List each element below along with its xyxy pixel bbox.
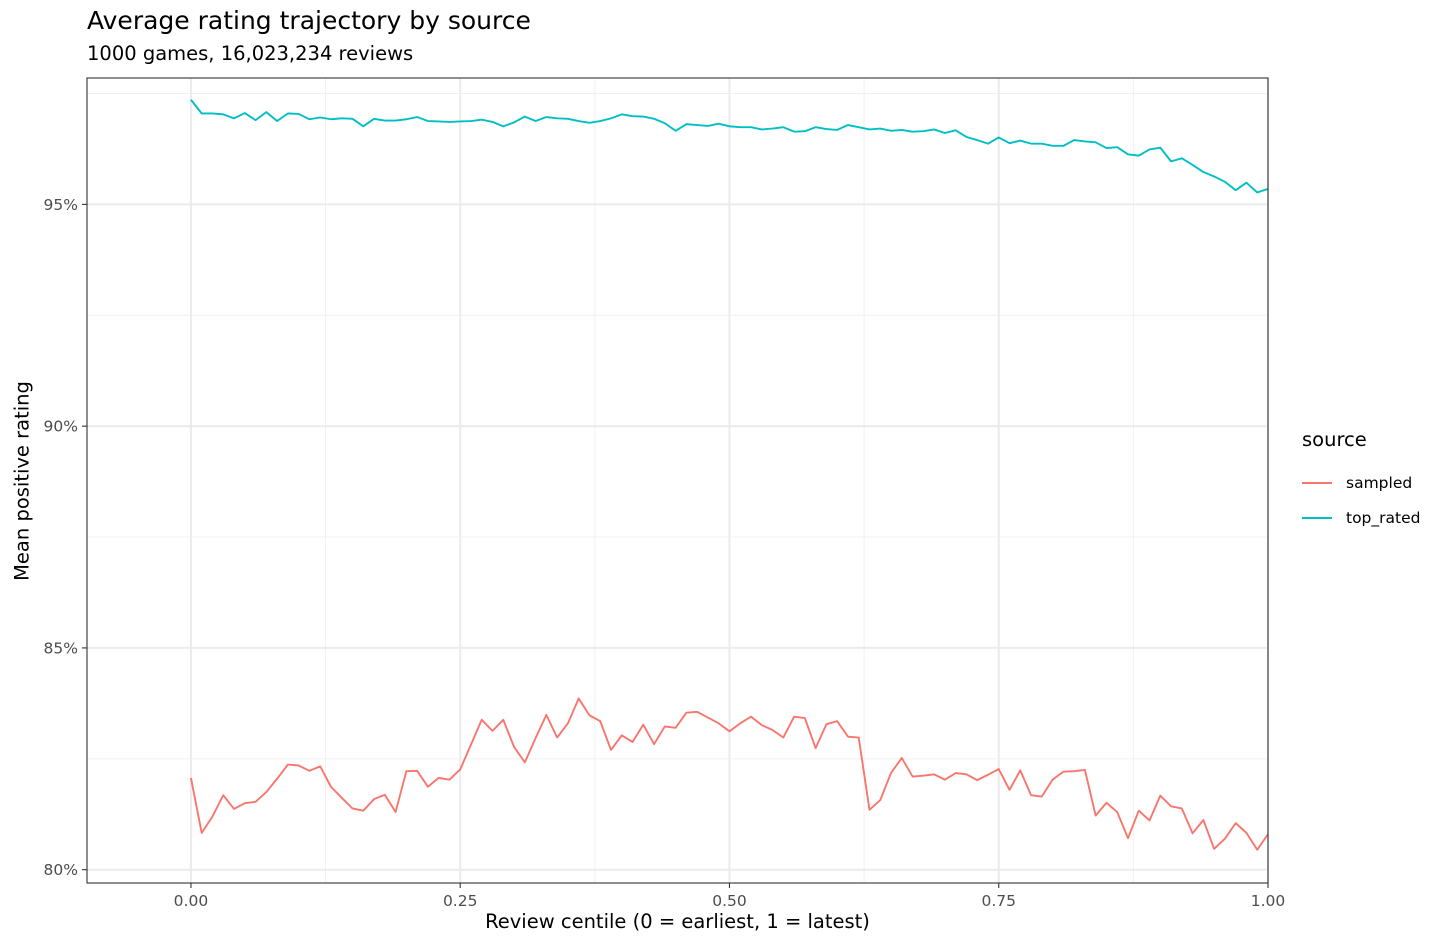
series-line-top-rated (190, 99, 1269, 194)
tick-labels: 0.00 0.25 0.50 0.75 1.00 80% 85% 90% 95% (44, 196, 1286, 910)
x-tick-label: 0.25 (443, 892, 478, 910)
legend-item-top-rated: top_rated (1302, 500, 1420, 535)
legend: source sampled top_rated (1302, 428, 1420, 535)
chart-subtitle: 1000 games, 16,023,234 reviews (87, 42, 414, 65)
panel-border (86, 77, 1269, 884)
series-lines (190, 99, 1269, 851)
minor-gridlines (87, 78, 1268, 883)
y-axis-label: Mean positive rating (10, 380, 34, 581)
y-tick-label: 95% (44, 196, 78, 214)
x-tick-label: 0.00 (174, 892, 209, 910)
legend-key-top-rated (1302, 516, 1332, 519)
x-axis-label: Review centile (0 = earliest, 1 = latest… (485, 910, 870, 933)
y-tick-label: 90% (44, 418, 78, 436)
y-tick-label: 80% (44, 861, 78, 879)
y-tick-label: 85% (44, 639, 78, 657)
chart-title: Average rating trajectory by source (87, 6, 531, 35)
legend-label-top-rated: top_rated (1346, 508, 1421, 527)
series-line-sampled (190, 697, 1269, 851)
x-tick-label: 0.75 (981, 892, 1016, 910)
x-tick-label: 0.50 (712, 892, 747, 910)
legend-label-sampled: sampled (1346, 473, 1413, 492)
legend-key-sampled (1302, 481, 1332, 484)
x-tick-label: 1.00 (1251, 892, 1286, 910)
major-gridlines (87, 78, 1269, 883)
legend-title: source (1302, 428, 1367, 451)
axis-ticks (82, 203, 1269, 888)
legend-item-sampled: sampled (1302, 465, 1420, 500)
